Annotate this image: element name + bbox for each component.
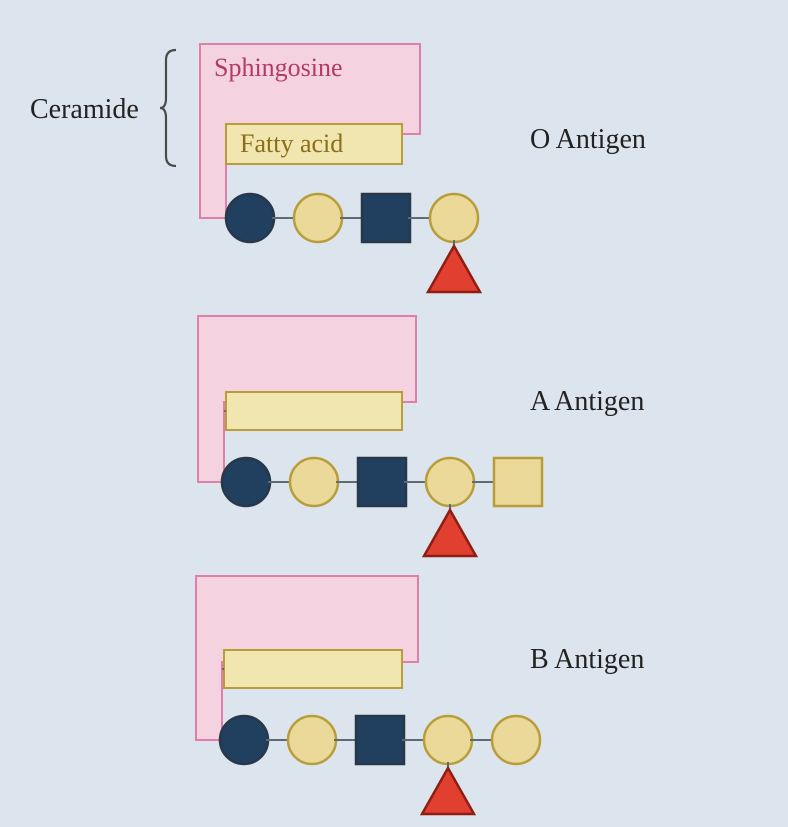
galactose-icon bbox=[424, 716, 472, 764]
sphingosine-label: Sphingosine bbox=[214, 53, 343, 82]
nacetylglucosamine-icon bbox=[356, 716, 404, 764]
antigen-diagram: Ceramide Sphingosine Fatty acid O Antigen A … bbox=[0, 0, 788, 827]
ceramide-label: Ceramide bbox=[30, 94, 139, 125]
galactose-icon bbox=[294, 194, 342, 242]
nacetylglucosamine-icon bbox=[358, 458, 406, 506]
fatty-acid-box bbox=[226, 392, 402, 430]
ceramide-brace bbox=[160, 50, 176, 166]
o_antigen-label: O Antigen bbox=[530, 124, 646, 155]
galactose-icon bbox=[430, 194, 478, 242]
b_antigen-label: B Antigen bbox=[530, 644, 644, 675]
fatty-acid-box bbox=[224, 650, 402, 688]
fucose-icon bbox=[422, 768, 474, 814]
nacetylglucosamine-icon bbox=[362, 194, 410, 242]
fucose-icon bbox=[428, 246, 480, 292]
galactose-icon bbox=[290, 458, 338, 506]
fatty-acid-label: Fatty acid bbox=[240, 129, 343, 158]
galactose-icon bbox=[288, 716, 336, 764]
a_antigen-label: A Antigen bbox=[530, 386, 644, 417]
glucose-icon bbox=[220, 716, 268, 764]
nacetylgalactosamine-icon bbox=[494, 458, 542, 506]
galactose-icon bbox=[492, 716, 540, 764]
glucose-icon bbox=[226, 194, 274, 242]
fucose-icon bbox=[424, 510, 476, 556]
glucose-icon bbox=[222, 458, 270, 506]
galactose-icon bbox=[426, 458, 474, 506]
